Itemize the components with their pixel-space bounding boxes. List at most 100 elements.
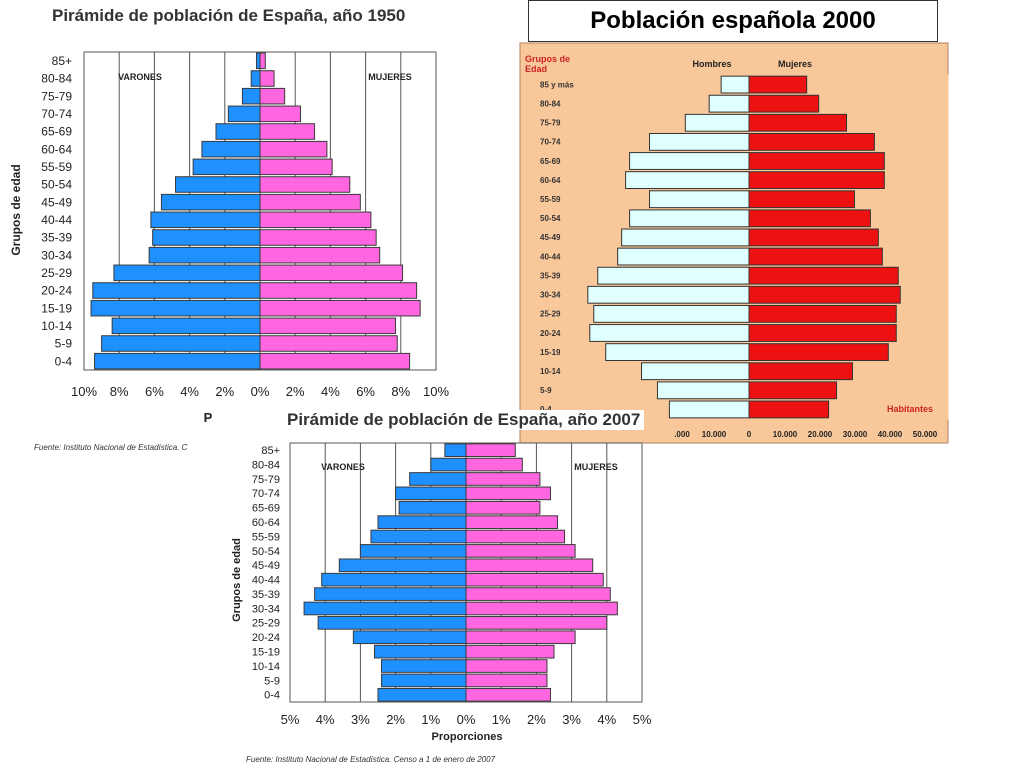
bar-female-55-59 bbox=[748, 190, 855, 209]
bar-female-40-44 bbox=[465, 572, 604, 587]
x-tick-label: 0% bbox=[251, 384, 270, 399]
x-tick-label: 8% bbox=[110, 384, 129, 399]
bar-female-0-4 bbox=[259, 352, 411, 370]
category-label: 70-74 bbox=[252, 488, 280, 500]
x-tick-label: 6% bbox=[145, 384, 164, 399]
bar-female-25-29 bbox=[259, 264, 404, 282]
bar-female-80-84 bbox=[259, 70, 275, 87]
bar-male-45-49 bbox=[160, 193, 261, 211]
category-label: 35-39 bbox=[252, 589, 280, 601]
bar-female-85 y más bbox=[748, 75, 808, 94]
category-label: 60-64 bbox=[41, 142, 72, 156]
bar-male-75-79 bbox=[241, 87, 261, 105]
category-label: 10-14 bbox=[41, 319, 72, 333]
bar-male-65-69 bbox=[215, 123, 261, 140]
bar-male-35-39 bbox=[152, 229, 261, 246]
category-label: 55-59 bbox=[252, 531, 280, 543]
x-tick-label: .000 bbox=[674, 430, 690, 439]
x-tick-label: 0% bbox=[457, 712, 476, 727]
left-group-label: Hombres bbox=[692, 59, 731, 69]
bar-male-80-84 bbox=[708, 94, 750, 113]
bar-male-0-4 bbox=[377, 687, 467, 702]
bar-male-55-59 bbox=[370, 529, 467, 544]
x-tick-label: 4% bbox=[316, 712, 335, 727]
bar-female-5-9 bbox=[465, 673, 548, 688]
category-label: 80-84 bbox=[41, 72, 72, 86]
category-label: 80-84 bbox=[252, 459, 280, 471]
chart-1950-title: Pirámide de población de España, año 195… bbox=[52, 6, 406, 25]
category-label: 30-34 bbox=[540, 291, 561, 300]
bar-male-50-54 bbox=[175, 176, 261, 193]
bar-male-5-9 bbox=[656, 381, 750, 400]
category-label: 30-34 bbox=[252, 603, 280, 615]
bar-male-25-29 bbox=[113, 264, 261, 282]
left-group-label: VARONES bbox=[118, 72, 162, 82]
bar-female-80-84 bbox=[465, 457, 523, 472]
bar-female-5-9 bbox=[748, 381, 838, 400]
bar-female-75-79 bbox=[465, 472, 541, 486]
bar-male-30-34 bbox=[587, 285, 750, 304]
bar-female-75-79 bbox=[259, 87, 286, 105]
category-label: 60-64 bbox=[540, 176, 561, 185]
x-tick-label: 10% bbox=[71, 384, 97, 399]
x-tick-label: 2% bbox=[286, 384, 305, 399]
category-label: 5-9 bbox=[540, 386, 552, 395]
bar-male-20-24 bbox=[352, 630, 467, 645]
x-tick-label: 2% bbox=[215, 384, 234, 399]
bar-female-55-59 bbox=[259, 158, 333, 176]
category-label: 20-24 bbox=[41, 284, 72, 298]
bar-female-20-24 bbox=[259, 282, 418, 299]
category-label: 20-24 bbox=[540, 329, 561, 338]
bar-male-0-4 bbox=[668, 400, 750, 419]
bar-male-70-74 bbox=[649, 132, 750, 151]
x-axis-label: Habitantes bbox=[887, 404, 933, 414]
x-tick-label: 40.000 bbox=[878, 430, 903, 439]
category-label: 65-69 bbox=[252, 503, 280, 515]
bar-male-10-14 bbox=[111, 317, 261, 335]
bar-male-15-19 bbox=[90, 299, 261, 317]
category-label: 15-19 bbox=[41, 301, 72, 315]
pyramid-1950: 0-4 5-9 10-14 15-19 20-24 25-29 30-34 35-39 40-4… bbox=[9, 51, 449, 425]
bar-male-30-34 bbox=[148, 246, 261, 264]
x-tick-label: 1% bbox=[492, 712, 511, 727]
y-axis-label: Grupos de edad bbox=[231, 538, 243, 622]
bar-male-55-59 bbox=[192, 158, 261, 176]
category-label: 80-84 bbox=[540, 99, 561, 108]
x-tick-label: 2% bbox=[527, 712, 546, 727]
bar-female-65-69 bbox=[465, 500, 541, 515]
category-label: 25-29 bbox=[41, 266, 72, 280]
bar-female-30-34 bbox=[465, 601, 618, 616]
pyramid-2000: 0-4 5-9 10-14 15-19 20-24 25-29 30-34 35-39 40-4… bbox=[519, 42, 949, 444]
bar-female-45-49 bbox=[259, 193, 361, 211]
bar-male-10-14 bbox=[641, 362, 750, 381]
bar-female-75-79 bbox=[748, 113, 848, 132]
x-tick-label: 8% bbox=[391, 384, 410, 399]
bar-female-30-34 bbox=[748, 285, 901, 304]
bar-male-20-24 bbox=[589, 324, 750, 342]
bar-female-50-54 bbox=[748, 209, 871, 228]
x-tick-label: 10% bbox=[423, 384, 449, 399]
category-label: 50-54 bbox=[41, 178, 72, 192]
bar-male-40-44 bbox=[150, 211, 261, 229]
x-tick-label: 4% bbox=[180, 384, 199, 399]
bar-female-5-9 bbox=[259, 335, 398, 352]
x-tick-label: 50.000 bbox=[913, 430, 938, 439]
x-tick-label: 20.000 bbox=[808, 430, 833, 439]
x-tick-label: 0 bbox=[747, 430, 752, 439]
bar-female-35-39 bbox=[748, 266, 899, 285]
bar-male-65-69 bbox=[398, 500, 467, 515]
bar-female-0-4 bbox=[465, 687, 551, 702]
bar-male-60-64 bbox=[377, 515, 467, 529]
bar-female-45-49 bbox=[748, 228, 879, 247]
bar-male-50-54 bbox=[629, 209, 750, 228]
category-label: 0-4 bbox=[55, 354, 73, 368]
x-tick-label: 5% bbox=[633, 712, 652, 727]
right-group-label: MUJERES bbox=[574, 462, 618, 472]
bar-male-50-54 bbox=[359, 544, 467, 558]
bar-male-5-9 bbox=[381, 673, 467, 688]
bar-female-15-19 bbox=[748, 343, 889, 362]
bar-female-80-84 bbox=[748, 94, 820, 113]
plot-area bbox=[549, 74, 949, 420]
category-label: 85 y más bbox=[540, 80, 574, 89]
bar-female-65-69 bbox=[748, 152, 885, 170]
